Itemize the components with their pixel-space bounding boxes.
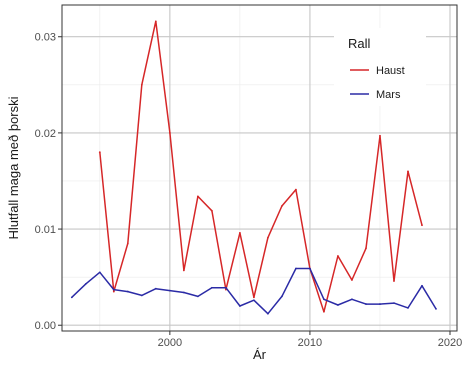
data-point-haust [365, 247, 367, 250]
data-point-haust [379, 134, 381, 137]
legend-label-haust: Haust [376, 65, 405, 77]
y-axis: 0.00 0.01 0.02 0.03 [35, 32, 62, 332]
data-point-mars [182, 291, 185, 294]
y-tick-label: 0.00 [35, 320, 56, 332]
x-axis-title: Ár [253, 347, 267, 362]
data-point-mars [323, 298, 325, 301]
data-point-haust [154, 20, 157, 23]
data-point-haust [238, 232, 241, 234]
data-point-mars [435, 307, 437, 310]
series-line-haust [99, 20, 423, 313]
data-point-haust [337, 255, 339, 257]
major-gridlines [62, 5, 457, 331]
data-point-haust [295, 188, 297, 191]
data-point-haust [281, 205, 283, 207]
data-point-mars [407, 307, 409, 309]
data-point-mars [196, 295, 199, 298]
data-point-haust [421, 224, 423, 227]
data-point-haust [140, 83, 143, 86]
data-point-haust [182, 269, 185, 272]
data-point-mars [112, 288, 115, 291]
x-tick-label: 2010 [298, 337, 322, 349]
data-point-haust [351, 279, 353, 281]
data-point-mars [309, 267, 311, 270]
data-point-mars [126, 290, 129, 293]
data-point-haust [126, 242, 129, 245]
data-point-mars [224, 286, 227, 289]
data-point-haust [210, 209, 213, 212]
data-point-mars [351, 298, 353, 301]
data-point-mars [140, 294, 143, 297]
data-point-haust [393, 280, 395, 282]
data-point-mars [210, 286, 213, 289]
data-point-mars [168, 289, 171, 292]
data-point-haust [407, 170, 409, 173]
x-axis: 2000 2010 2020 [158, 331, 462, 349]
plot-border [61, 4, 458, 332]
legend-title: Rall [348, 36, 371, 51]
data-point-haust [196, 195, 199, 198]
data-point-mars [393, 302, 395, 305]
data-point-haust [112, 290, 115, 293]
series-layer [70, 20, 437, 315]
data-point-mars [154, 287, 157, 290]
data-point-mars [421, 284, 423, 287]
x-tick-label: 2020 [438, 337, 462, 349]
data-point-mars [281, 295, 283, 298]
y-tick-label: 0.01 [35, 224, 56, 236]
data-point-mars [70, 296, 73, 299]
data-point-haust [168, 131, 171, 134]
y-tick-label: 0.02 [35, 128, 56, 140]
data-point-mars [252, 299, 255, 302]
legend: Rall Haust Mars [334, 28, 426, 106]
legend-label-mars: Mars [376, 89, 401, 101]
data-point-haust [252, 296, 255, 299]
data-point-mars [379, 303, 381, 305]
data-point-mars [98, 271, 101, 274]
data-point-mars [365, 303, 367, 305]
legend-background [334, 28, 426, 106]
data-point-mars [238, 305, 241, 307]
data-point-mars [84, 282, 87, 285]
x-tick-label: 2000 [158, 337, 182, 349]
y-axis-title: Hlutfall maga með þorski [6, 96, 21, 239]
data-point-mars [337, 304, 339, 306]
data-point-haust [98, 151, 101, 154]
data-point-haust [267, 236, 269, 239]
data-point-haust [323, 310, 325, 313]
data-point-mars [267, 312, 269, 315]
y-tick-label: 0.03 [35, 32, 56, 44]
data-point-mars [295, 267, 297, 270]
